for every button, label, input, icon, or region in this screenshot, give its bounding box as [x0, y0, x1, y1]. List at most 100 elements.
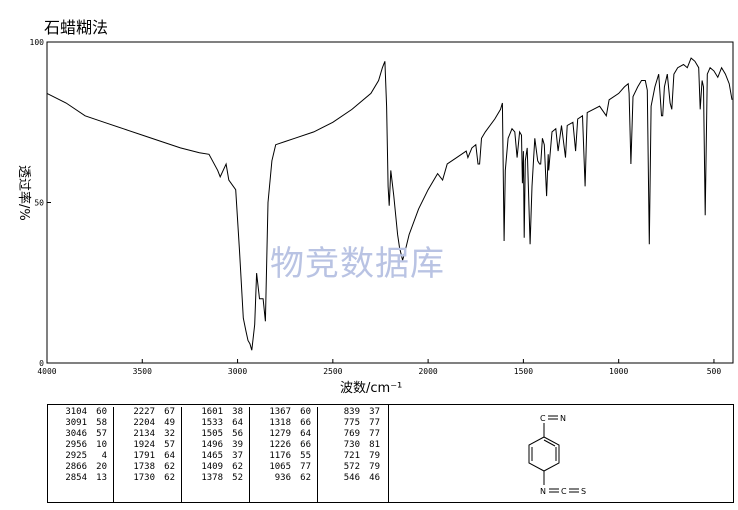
y-tick-label: 50 [34, 199, 44, 208]
peak-table-row: 730 81 [320, 440, 386, 451]
peak-wavenumber: 2956 [65, 440, 87, 450]
peak-table-row: 1378 52 [184, 473, 249, 484]
peak-wavenumber: 769 [343, 429, 360, 439]
watermark: 物竞数据库 [270, 244, 445, 284]
peak-table-row: 1465 37 [184, 451, 249, 462]
peak-wavenumber: 1465 [201, 451, 223, 461]
peak-table-row: 1176 55 [252, 451, 317, 462]
peak-transmittance: 67 [164, 407, 175, 417]
structure-panel: C N N C S [389, 404, 734, 503]
peak-wavenumber: 2925 [65, 451, 87, 461]
peak-transmittance: 79 [369, 451, 380, 461]
peak-table-row: 2227 67 [116, 407, 181, 418]
peak-wavenumber: 936 [274, 473, 291, 483]
peak-wavenumber: 1367 [269, 407, 291, 417]
peak-table-row: 1496 39 [184, 440, 249, 451]
peak-table-row: 1279 64 [252, 429, 317, 440]
atom-label: S [581, 487, 586, 496]
peak-wavenumber: 2204 [133, 418, 155, 428]
plot-frame [46, 41, 734, 364]
peak-transmittance: 49 [164, 418, 175, 428]
x-tick-label: 2500 [323, 367, 342, 376]
peak-wavenumber: 730 [343, 440, 360, 450]
peak-transmittance: 62 [232, 462, 243, 472]
peak-transmittance: 62 [164, 462, 175, 472]
peak-transmittance: 62 [164, 473, 175, 483]
peak-table-row: 546 46 [320, 473, 386, 484]
peak-table-row: 769 77 [320, 429, 386, 440]
peak-wavenumber: 1176 [269, 451, 291, 461]
peak-table-column: 2227 67 2204 49 2134 32 1924 57 1791 64 1738 62 1730… [116, 407, 182, 502]
peak-transmittance: 64 [300, 429, 311, 439]
chart-title: 石蜡糊法 [44, 18, 109, 37]
spectrum-line [46, 57, 733, 351]
peak-table-row: 775 77 [320, 418, 386, 429]
peak-transmittance: 4 [101, 451, 107, 461]
y-axis-label: 透过率/% [16, 165, 32, 221]
x-axis-label: 波数/cm⁻¹ [340, 381, 402, 396]
peak-table-row: 3104 60 [48, 407, 113, 418]
peak-wavenumber: 2866 [65, 462, 87, 472]
peak-wavenumber: 2227 [133, 407, 155, 417]
y-tick-label: 100 [30, 38, 45, 47]
peak-wavenumber: 1378 [201, 473, 223, 483]
x-tick-label: 1500 [514, 367, 533, 376]
peak-transmittance: 79 [369, 462, 380, 472]
peak-wavenumber: 2854 [65, 473, 87, 483]
peak-table-row: 1730 62 [116, 473, 181, 484]
peak-transmittance: 66 [300, 440, 311, 450]
peak-transmittance: 57 [164, 440, 175, 450]
atom-label: C [540, 414, 546, 423]
peak-transmittance: 77 [300, 462, 311, 472]
peak-table-row: 1924 57 [116, 440, 181, 451]
peak-wavenumber: 775 [343, 418, 360, 428]
peak-wavenumber: 1409 [201, 462, 223, 472]
peak-wavenumber: 1505 [201, 429, 223, 439]
peak-table-row: 1738 62 [116, 462, 181, 473]
peak-table-row: 1226 66 [252, 440, 317, 451]
peak-transmittance: 39 [232, 440, 243, 450]
peak-transmittance: 77 [369, 429, 380, 439]
peak-table-row: 2854 13 [48, 473, 113, 484]
peak-table-row: 1601 38 [184, 407, 249, 418]
peak-table-row: 721 79 [320, 451, 386, 462]
peak-table-row: 2925 4 [48, 451, 113, 462]
peak-table-row: 3091 58 [48, 418, 113, 429]
peak-table-row: 1533 64 [184, 418, 249, 429]
peak-table-row: 2204 49 [116, 418, 181, 429]
peak-transmittance: 64 [164, 451, 175, 461]
peak-transmittance: 20 [96, 462, 107, 472]
atom-label: C [561, 487, 567, 496]
peak-table-column: 3104 60 3091 58 3046 57 2956 10 2925 4 2866 20 2854 1… [48, 407, 114, 502]
peak-table-row: 572 79 [320, 462, 386, 473]
peak-transmittance: 77 [369, 418, 380, 428]
peak-table-row: 1367 60 [252, 407, 317, 418]
peak-transmittance: 66 [300, 418, 311, 428]
peak-table-row: 1065 77 [252, 462, 317, 473]
peak-transmittance: 56 [232, 429, 243, 439]
x-tick-label: 3500 [133, 367, 152, 376]
peak-transmittance: 13 [96, 473, 107, 483]
peak-wavenumber: 2134 [133, 429, 155, 439]
peak-transmittance: 58 [96, 418, 107, 428]
peak-wavenumber: 839 [343, 407, 360, 417]
y-axis: 0 50 100 [30, 38, 51, 368]
peak-wavenumber: 1730 [133, 473, 155, 483]
peak-transmittance: 81 [369, 440, 380, 450]
x-tick-label: 2000 [418, 367, 437, 376]
peak-transmittance: 37 [369, 407, 380, 417]
peak-wavenumber: 3046 [65, 429, 87, 439]
x-tick-label: 4000 [37, 367, 56, 376]
peak-wavenumber: 1065 [269, 462, 291, 472]
peak-wavenumber: 1226 [269, 440, 291, 450]
peak-table-row: 1505 56 [184, 429, 249, 440]
peak-table-row: 1318 66 [252, 418, 317, 429]
peak-wavenumber: 3104 [65, 407, 87, 417]
x-axis: 4000 3500 3000 2500 2000 1500 1000 500 [37, 359, 721, 376]
peak-table-column: 1367 60 1318 66 1279 64 1226 66 1176 55 1065 77 936 6… [252, 407, 318, 502]
peak-wavenumber: 546 [343, 473, 360, 483]
peak-wavenumber: 721 [343, 451, 360, 461]
peak-table-row: 2956 10 [48, 440, 113, 451]
atom-label: N [540, 487, 546, 496]
peak-table-column: 1601 38 1533 64 1505 56 1496 39 1465 37 1409 62 1378… [184, 407, 250, 502]
